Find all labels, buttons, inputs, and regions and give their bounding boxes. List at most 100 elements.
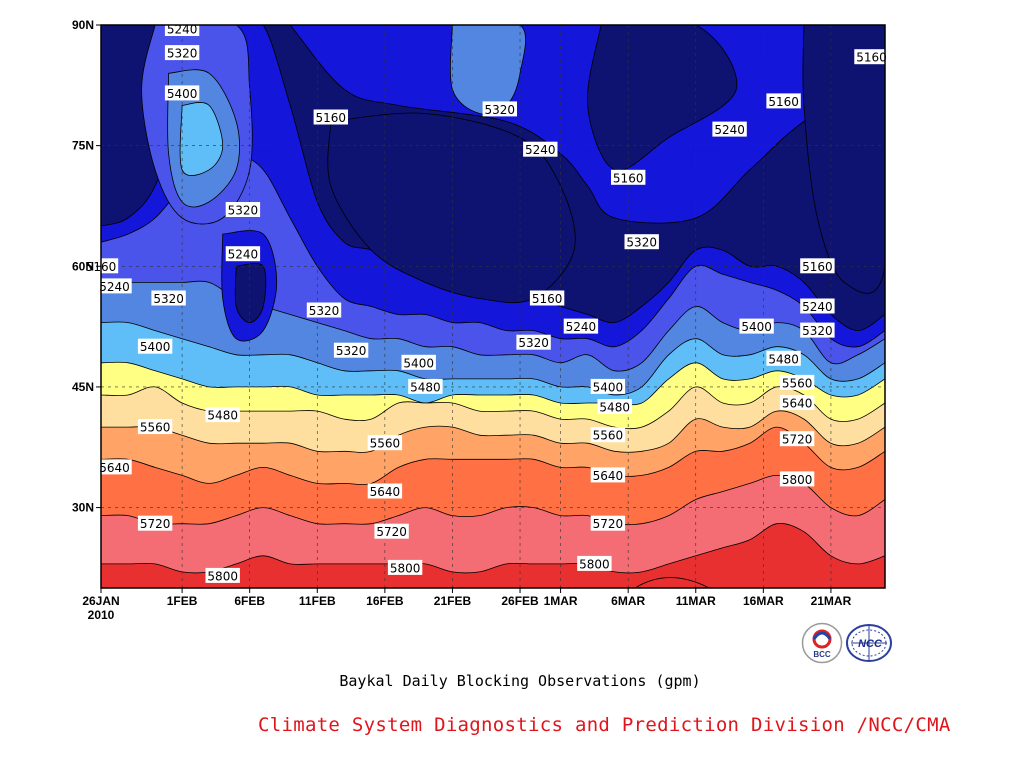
plot-frame bbox=[100, 24, 886, 589]
contour-label-bg bbox=[306, 302, 342, 318]
contour-label: 5160 bbox=[800, 258, 835, 274]
contour-label-text: 5640 bbox=[99, 461, 130, 475]
contour-label: 5560 bbox=[367, 435, 403, 451]
x-tick-label: 11FEB bbox=[299, 594, 336, 608]
contour-label-text: 5640 bbox=[593, 469, 624, 483]
contour-label-bg bbox=[387, 559, 423, 575]
contour-label-bg bbox=[712, 121, 747, 137]
x-tick-label: 6FEB bbox=[234, 594, 265, 608]
contour-label-text: 5240 bbox=[802, 300, 833, 314]
contour-label: 5560 bbox=[590, 427, 626, 443]
contour-label-bg bbox=[225, 202, 261, 217]
contour-label-text: 5160 bbox=[802, 260, 833, 274]
contour-label-bg bbox=[529, 290, 565, 306]
contour-labels: 5240 5320 5400 5160 5320 5240 5160 5240 5160 5160… bbox=[83, 21, 889, 583]
contour-label-bg bbox=[577, 555, 612, 571]
contour-label-bg bbox=[590, 378, 626, 394]
contour-label-text: 5160 bbox=[316, 111, 347, 125]
contour-label: 5720 bbox=[779, 431, 815, 447]
band-above-undefined bbox=[101, 523, 885, 588]
contour-label-bg bbox=[482, 101, 517, 117]
contour-label: 5720 bbox=[590, 515, 626, 531]
contour-label-text: 5240 bbox=[167, 23, 198, 37]
contour-label-bg bbox=[164, 85, 200, 101]
contour-label: 5560 bbox=[779, 374, 815, 390]
x-tick-label: 16FEB bbox=[366, 594, 404, 608]
contour-label-text: 5560 bbox=[782, 376, 813, 390]
contour-label: 5640 bbox=[779, 395, 815, 411]
grid-lines bbox=[101, 25, 885, 588]
contour-label-bg bbox=[374, 523, 409, 539]
contour-label-bg bbox=[137, 515, 173, 531]
contour-label-text: 5720 bbox=[140, 517, 171, 531]
contour-label-bg bbox=[401, 354, 436, 370]
x-year-label: 2010 bbox=[88, 608, 115, 622]
contour-label: 5240 bbox=[97, 278, 132, 294]
contour-label: 5480 bbox=[205, 407, 240, 423]
contour-label-bg bbox=[151, 290, 186, 306]
contour-label-text: 5400 bbox=[741, 320, 772, 334]
contour-label-bg bbox=[779, 431, 815, 447]
contour-label-bg bbox=[739, 318, 774, 334]
contour-label-bg bbox=[333, 342, 369, 358]
y-tick-label: 90N bbox=[72, 18, 94, 32]
contour-label-bg bbox=[766, 350, 801, 366]
contour-label: 5320 bbox=[151, 290, 186, 306]
contour-label-bg bbox=[590, 427, 626, 443]
contour-label-text: 5320 bbox=[153, 292, 184, 306]
contour-label-text: 5320 bbox=[626, 236, 657, 250]
contour-label: 5720 bbox=[374, 523, 409, 539]
contour-label: 5160 bbox=[854, 49, 889, 65]
contour-label-text: 5240 bbox=[714, 123, 745, 137]
x-tick-label: 21MAR bbox=[811, 594, 852, 608]
contour-label: 5320 bbox=[164, 45, 200, 61]
contour-label: 5160 bbox=[766, 93, 801, 109]
contour-label: 5320 bbox=[225, 202, 261, 218]
blob-5160 bbox=[234, 262, 267, 324]
y-tick-label: 60N bbox=[72, 259, 94, 273]
contour-label-bg bbox=[800, 258, 835, 274]
contour-label: 5160 bbox=[611, 169, 646, 185]
contour-label-bg bbox=[408, 378, 443, 394]
contour-label-text: 5400 bbox=[167, 87, 198, 101]
contour-label: 5640 bbox=[97, 459, 132, 475]
blob-5160 bbox=[802, 25, 885, 294]
contour-label-bg bbox=[367, 483, 403, 499]
credit-line: Climate System Diagnostics and Predictio… bbox=[258, 714, 951, 736]
contour-label: 5320 bbox=[800, 322, 835, 338]
bcc-logo: BCC bbox=[801, 622, 843, 664]
contour-label-text: 5320 bbox=[336, 344, 367, 358]
contour-label: 5240 bbox=[164, 21, 200, 37]
contour-label: 5800 bbox=[779, 471, 815, 487]
contour-label-bg bbox=[590, 467, 626, 483]
y-axis: 30N 45N 60N 75N 90N bbox=[72, 18, 101, 515]
x-tick-label: 26FEB bbox=[501, 594, 539, 608]
contour-label-text: 5560 bbox=[370, 437, 401, 451]
contour-label-text: 5160 bbox=[613, 171, 644, 185]
contour-label-text: 5240 bbox=[228, 248, 259, 262]
contour-label-text: 5640 bbox=[782, 397, 813, 411]
contour-label-bg bbox=[367, 435, 403, 451]
contour-label-text: 5480 bbox=[599, 401, 630, 415]
ncc-logo-label: NCC bbox=[858, 638, 883, 650]
contour-label-bg bbox=[225, 246, 261, 262]
contour-label: 5240 bbox=[712, 121, 747, 137]
contour-label-text: 5800 bbox=[390, 561, 421, 575]
contour-label-bg bbox=[597, 399, 632, 414]
contour-label-bg bbox=[137, 338, 173, 354]
contour-label: 5400 bbox=[164, 85, 200, 101]
contour-label-bg bbox=[590, 515, 626, 531]
x-tick-label: 1MAR bbox=[544, 594, 578, 608]
contour-label-bg bbox=[164, 45, 200, 61]
contour-label: 5320 bbox=[516, 334, 551, 350]
contour-label: 5400 bbox=[590, 378, 626, 394]
contour-label: 5240 bbox=[523, 141, 558, 157]
x-tick-label: 6MAR bbox=[611, 594, 645, 608]
contour-label-bg bbox=[766, 93, 801, 109]
contour-label-text: 5720 bbox=[782, 433, 813, 447]
contour-label-bg bbox=[205, 567, 240, 583]
contour-label: 5160 bbox=[529, 290, 565, 306]
y-tick-label: 30N bbox=[72, 501, 94, 515]
isoline-5400 bbox=[101, 321, 885, 396]
isoline-5800 bbox=[101, 474, 885, 526]
